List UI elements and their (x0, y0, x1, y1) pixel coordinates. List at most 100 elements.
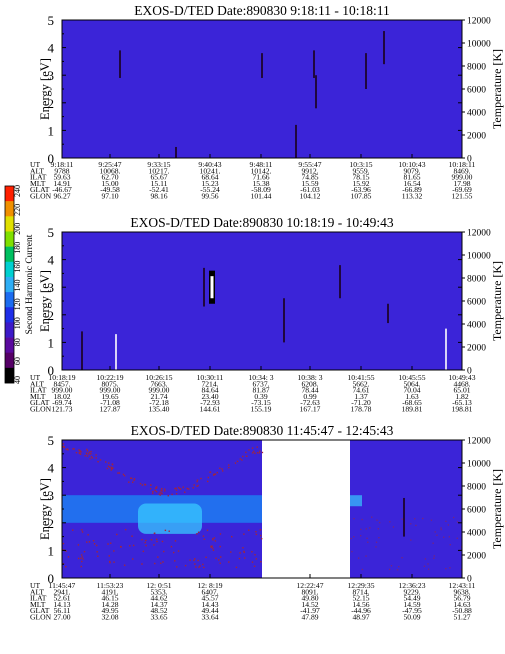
y2-tick-label: 12000 (467, 437, 491, 447)
particle-dot (197, 531, 200, 533)
particle-dot (79, 453, 82, 455)
table-cell: 11:53:23 (97, 581, 124, 590)
particle-dot (155, 490, 158, 493)
particle-dot (238, 557, 241, 560)
particle-dot (234, 462, 237, 464)
table-cell: 33.65 (150, 613, 167, 622)
table-cell: 10:18:19 (48, 373, 75, 382)
particle-dot (72, 448, 74, 450)
particle-dot (389, 521, 391, 523)
particle-dot (231, 535, 233, 538)
particle-dot (433, 555, 435, 557)
particle-dot (110, 466, 113, 468)
table-cell: 54.49 (403, 594, 420, 603)
table-cell: 1.82 (455, 392, 468, 401)
row-label: ALT (30, 379, 44, 388)
particle-dot (236, 460, 239, 463)
particle-dot (209, 471, 212, 473)
particle-dot (375, 541, 378, 543)
particle-dot (447, 524, 450, 526)
particle-dot (423, 565, 426, 567)
particle-dot (152, 490, 154, 493)
particle-dot (369, 527, 371, 529)
row-label: GLAT (30, 398, 50, 407)
particle-dot (219, 533, 222, 535)
particle-dot (176, 566, 178, 568)
particle-dot (243, 533, 245, 535)
particle-dot (388, 568, 391, 571)
particle-dot (260, 537, 263, 540)
table-cell: 21.74 (150, 392, 167, 401)
y2-axis-label: Temperature [K] (490, 261, 504, 341)
particle-dot (155, 538, 158, 541)
particle-dot (202, 535, 205, 537)
table-cell: 113.32 (402, 192, 423, 201)
table-cell: 10:3:15 (349, 160, 372, 169)
particle-dot (436, 534, 438, 536)
table-cell: 10217. (149, 166, 170, 175)
y2-tick-label: 4000 (467, 321, 486, 331)
particle-dot (259, 450, 261, 453)
table-cell: 97.10 (101, 192, 118, 201)
particle-dot (196, 485, 198, 488)
table-cell: 11:45:47 (49, 581, 76, 590)
table-cell: 121.55 (452, 192, 473, 201)
particle-dot (206, 529, 209, 532)
particle-dot (215, 557, 217, 560)
particle-dot (81, 560, 83, 563)
particle-dot (108, 462, 110, 464)
particle-dot (205, 556, 207, 559)
particle-dot (72, 529, 74, 531)
y2-tick-label: 12000 (467, 17, 491, 27)
table-cell: 8469. (453, 166, 470, 175)
particle-dot (218, 559, 220, 561)
y2-axis-label: Temperature [K] (490, 49, 504, 129)
table-cell: 144.61 (200, 405, 221, 414)
particle-dot (80, 565, 82, 568)
particle-dot (460, 568, 462, 571)
table-cell: 15.59 (301, 179, 318, 188)
y2-tick-label: 2000 (467, 552, 486, 562)
table-cell: 14.43 (201, 600, 218, 609)
particle-dot (256, 452, 259, 454)
particle-dot (65, 566, 67, 568)
table-cell: 2941. (53, 587, 70, 596)
particle-dot (123, 474, 126, 477)
colorbar-tick-label: 140 (13, 280, 22, 292)
table-cell: -41.97 (300, 606, 320, 615)
particle-dot (142, 550, 145, 553)
table-cell: 14.28 (101, 600, 118, 609)
table-cell: 198.81 (452, 405, 473, 414)
spectrogram-background (62, 20, 462, 158)
table-cell: -55.24 (200, 185, 220, 194)
particle-dot (192, 487, 194, 489)
particle-dot (230, 551, 232, 553)
particle-dot (361, 568, 364, 571)
energy-band-core (138, 503, 202, 534)
table-cell: 71.66 (252, 173, 269, 182)
table-cell: 135.40 (149, 405, 170, 414)
table-cell: 4468. (453, 379, 470, 388)
particle-dot (119, 545, 122, 548)
colorbar-frame (4, 185, 15, 384)
row-label: GLON (30, 405, 52, 414)
table-cell: 14.52 (301, 600, 318, 609)
particle-dot (366, 537, 368, 539)
particle-dot (153, 544, 155, 546)
particle-dot (207, 476, 210, 479)
table-cell: 8457. (53, 379, 70, 388)
particle-dot (108, 555, 110, 557)
particle-dot (87, 534, 89, 536)
particle-dot (162, 561, 164, 563)
y2-tick-label: 6000 (467, 298, 486, 308)
y2-tick-label: 10000 (467, 252, 491, 262)
colorbar-segment (5, 231, 14, 247)
colorbar-tick-label: 220 (13, 204, 22, 216)
particle-dot (367, 541, 369, 543)
colorbar-segment (5, 352, 14, 369)
table-cell: 59.63 (53, 173, 70, 182)
particle-dot (131, 558, 134, 560)
particle-dot (145, 544, 147, 547)
table-cell: 81.65 (403, 173, 420, 182)
y2-axis-label: Temperature [K] (490, 469, 504, 549)
